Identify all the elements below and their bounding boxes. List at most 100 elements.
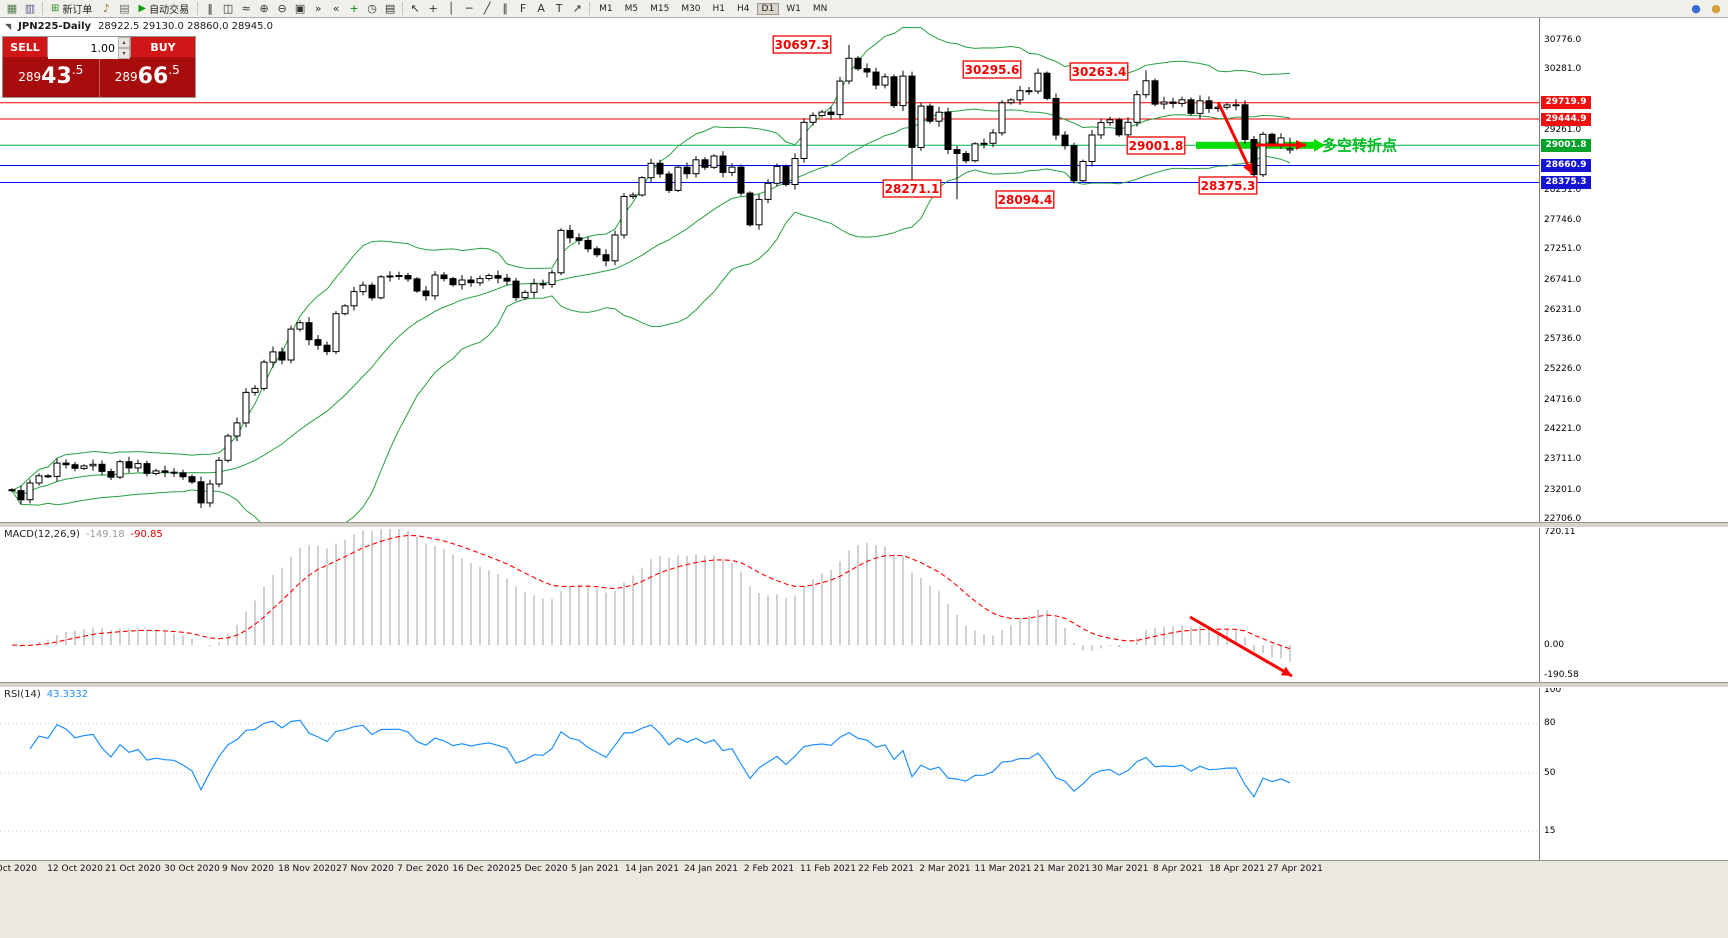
volume-down-button[interactable]: ▾ xyxy=(118,48,130,59)
macd-tick: 0.00 xyxy=(1544,640,1565,650)
trendline-icon[interactable]: ╱ xyxy=(483,2,491,15)
time-label: 2 Feb 2021 xyxy=(743,864,795,874)
price-tick: 25226.0 xyxy=(1544,364,1582,375)
templates-icon[interactable]: ▤ xyxy=(384,2,396,15)
one-click-collapse-icon[interactable]: ◥ xyxy=(5,22,12,31)
new-order-button[interactable]: ⊞ 新订单 xyxy=(51,3,93,16)
ohlc-values: 28922.5 29130.0 28860.0 28945.0 xyxy=(98,21,273,32)
tab-timeframe-D1[interactable]: D1 xyxy=(756,2,780,15)
price-tick: 24221.0 xyxy=(1544,424,1582,435)
toolbar: ▦ ▥ ⊞ 新订单 ♪ ▤ ▶ 自动交易 ‖ ◫ ≈ ⊕ ⊖ ▣ » « + ◷ ▤ ↖ + │ ─ ╱ ∥ F A T ↗ M1 M5 M1… xyxy=(0,0,1728,18)
buy-button[interactable]: BUY xyxy=(131,37,195,57)
indicators-icon[interactable]: + xyxy=(349,2,359,15)
time-label: 11 Mar 2021 xyxy=(974,864,1032,874)
line-chart-icon[interactable]: ≈ xyxy=(241,2,251,15)
time-label: 14 Jan 2021 xyxy=(625,864,679,874)
toolbar-right-icon-2[interactable]: ● xyxy=(1711,2,1721,15)
candles-chart-icon[interactable]: ◫ xyxy=(222,2,234,15)
price-axis[interactable]: 30776.0 30281.0 29261.0 28251.0 27746.0 27251… xyxy=(1539,18,1728,860)
rsi-levels xyxy=(0,722,1539,832)
time-label: 21 Mar 2021 xyxy=(1033,864,1091,874)
price-tick: 30776.0 xyxy=(1544,35,1582,45)
toolbar-right-icon-1[interactable]: ● xyxy=(1691,2,1701,15)
svg-text:28094.4: 28094.4 xyxy=(998,193,1053,207)
tab-timeframe-W1[interactable]: W1 xyxy=(786,3,801,14)
buy-price-big: 66 xyxy=(137,64,169,89)
rsi-chart[interactable] xyxy=(0,686,1539,860)
candles xyxy=(8,44,1294,509)
volume-field: ▴ ▾ xyxy=(47,37,131,59)
price-tick: 28251.0 xyxy=(1544,184,1582,195)
price-tick: 27746.0 xyxy=(1544,214,1582,225)
tab-timeframe-M1[interactable]: M1 xyxy=(599,3,613,14)
price-annotations: 30697.3 30295.6 30263.4 29001.8 28271.1 28094… xyxy=(772,35,1258,209)
cursor-icon[interactable]: ↖ xyxy=(410,2,420,15)
buy-price-dec: .5 xyxy=(168,63,180,77)
horizontal-level-lines xyxy=(0,102,1539,183)
pivot-band-label: 多空转折点 xyxy=(1322,136,1397,154)
horizontal-line-icon[interactable]: ─ xyxy=(465,2,473,15)
volume-up-button[interactable]: ▴ xyxy=(118,37,130,48)
auto-trading-button[interactable]: ▶ 自动交易 xyxy=(138,3,190,16)
price-tick: 27251.0 xyxy=(1544,244,1582,255)
macd-main-value: -149.18 xyxy=(85,529,125,540)
zoom-out-icon[interactable]: ⊖ xyxy=(277,2,287,15)
profiles-icon[interactable]: ▥ xyxy=(24,2,36,15)
macd-chart[interactable] xyxy=(0,526,1539,682)
sell-price[interactable]: 289 43.5 xyxy=(3,57,100,97)
time-label: 7 Dec 2020 xyxy=(397,864,449,874)
auto-scroll-icon[interactable]: » xyxy=(314,2,322,15)
price-tick: 30281.0 xyxy=(1544,64,1582,75)
label-icon[interactable]: T xyxy=(555,2,563,15)
sell-price-prefix: 289 xyxy=(18,70,42,84)
alerts-icon[interactable]: ♪ xyxy=(102,2,110,15)
rsi-indicator-label: RSI(14) 43.3332 xyxy=(4,689,88,700)
crosshair-icon[interactable]: + xyxy=(428,2,438,15)
tab-timeframe-MN[interactable]: MN xyxy=(812,3,828,14)
zoom-in-icon[interactable]: ⊕ xyxy=(259,2,269,15)
time-label: 21 Oct 2020 xyxy=(105,864,161,874)
price-tick: 23201.0 xyxy=(1544,484,1582,495)
time-label: 16 Dec 2020 xyxy=(452,864,510,874)
arrows-icon[interactable]: ↗ xyxy=(572,2,582,15)
time-label: 30 Mar 2021 xyxy=(1091,864,1149,874)
sell-price-big: 43 xyxy=(41,64,72,89)
tab-timeframe-H4[interactable]: H4 xyxy=(737,3,750,14)
tab-timeframe-H1[interactable]: H1 xyxy=(712,3,726,14)
new-chart-icon[interactable]: ▦ xyxy=(6,2,18,15)
toolbar-separator xyxy=(402,2,404,15)
periods-icon[interactable]: ◷ xyxy=(367,2,377,15)
channel-icon[interactable]: ∥ xyxy=(502,2,508,15)
price-tick: 24716.0 xyxy=(1544,394,1582,405)
tile-windows-icon[interactable]: ▣ xyxy=(294,2,306,15)
buy-price-prefix: 289 xyxy=(114,70,138,84)
bars-chart-icon[interactable]: ‖ xyxy=(207,2,213,15)
time-label: 18 Nov 2020 xyxy=(278,864,336,874)
time-label: 1 Oct 2020 xyxy=(0,864,37,874)
pane-separator[interactable] xyxy=(0,522,1728,528)
price-chart[interactable]: 多空转折点 30697.3 30295.6 30263.4 29001.8 28271.1… xyxy=(0,18,1539,522)
text-icon[interactable]: A xyxy=(537,2,545,15)
price-tick: 25736.0 xyxy=(1544,334,1582,345)
pane-separator[interactable] xyxy=(0,682,1728,688)
new-order-icon: ⊞ xyxy=(51,3,60,14)
time-label: 5 Jan 2021 xyxy=(570,864,620,874)
time-label: 22 Feb 2021 xyxy=(857,864,915,874)
macd-signal-line xyxy=(11,534,1291,650)
tab-timeframe-M15[interactable]: M15 xyxy=(650,3,670,14)
rsi-tick: 80 xyxy=(1544,718,1556,729)
tab-timeframe-M5[interactable]: M5 xyxy=(624,3,639,14)
vertical-line-icon[interactable]: │ xyxy=(447,2,455,15)
chart-shift-icon[interactable]: « xyxy=(332,2,340,15)
volume-input[interactable] xyxy=(48,38,130,59)
market-watch-icon[interactable]: ▤ xyxy=(119,2,130,15)
fibonacci-icon[interactable]: F xyxy=(519,2,527,15)
buy-price[interactable]: 289 66.5 xyxy=(100,57,196,97)
tab-timeframe-M30[interactable]: M30 xyxy=(681,3,701,14)
rsi-tick: 50 xyxy=(1544,768,1556,778)
toolbar-separator xyxy=(197,2,199,15)
sell-button[interactable]: SELL xyxy=(3,37,47,57)
